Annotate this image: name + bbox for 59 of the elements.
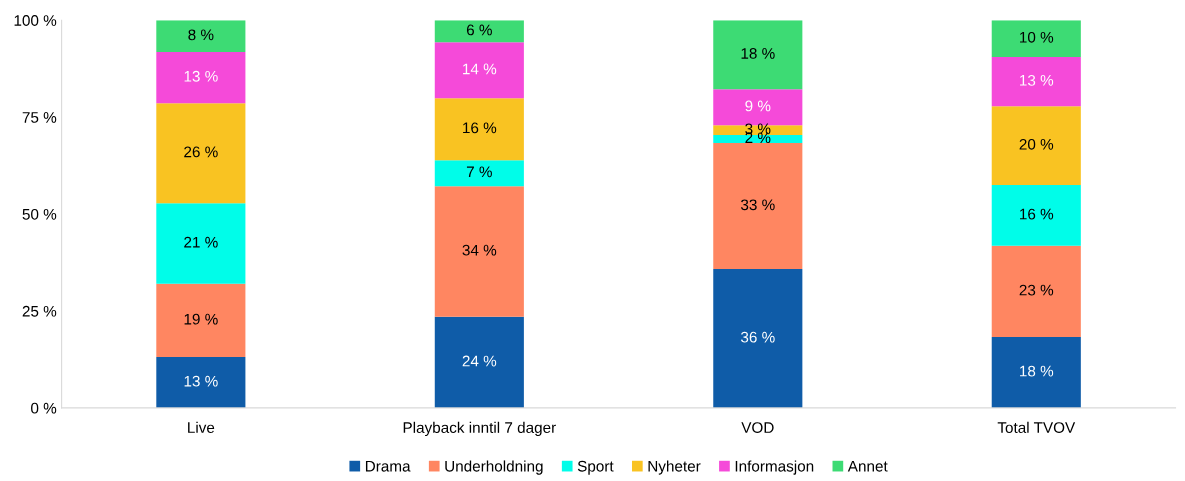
- data-label: 6 %: [466, 24, 492, 36]
- data-label: 34 %: [462, 244, 497, 256]
- data-label: 13 %: [1020, 74, 1054, 86]
- bar: [156, 103, 246, 204]
- data-label: 13 %: [184, 375, 218, 387]
- bar: [434, 42, 524, 99]
- y-tick-label: 100 %: [14, 15, 57, 26]
- bar: [156, 20, 246, 52]
- x-tick-label: Total TVOV: [997, 421, 1076, 433]
- y-tick-label: 50 %: [22, 208, 57, 220]
- x-tick-label: Live: [188, 421, 215, 433]
- bar: [434, 20, 524, 43]
- data-label: 8 %: [188, 29, 214, 41]
- x-tick-label: Playback inntil 7 dager: [403, 421, 556, 437]
- data-label: 16 %: [463, 122, 497, 134]
- data-label: 36 %: [740, 331, 775, 343]
- bar: [713, 134, 803, 144]
- y-tick-label: 0 %: [31, 402, 57, 414]
- data-label: 14 %: [463, 63, 497, 75]
- legend-label: Informasjon: [735, 460, 814, 475]
- legend-label: Nyheter: [648, 460, 701, 475]
- bar: [991, 184, 1081, 246]
- bar: [991, 20, 1081, 58]
- bar: [434, 98, 524, 161]
- data-label: 13 %: [184, 70, 218, 82]
- bar: [713, 269, 803, 408]
- bar: [991, 336, 1081, 408]
- bar: [434, 316, 524, 408]
- bar: [156, 357, 246, 408]
- legend-label: Underholdning: [445, 460, 543, 475]
- bar: [156, 203, 246, 284]
- y-tick-label: 25 %: [22, 305, 57, 317]
- bar: [434, 186, 524, 317]
- legend-label: Sport: [577, 460, 614, 475]
- x-tick-label: VOD: [741, 422, 774, 433]
- bar: [434, 160, 524, 187]
- bar: [991, 57, 1081, 107]
- data-label: 24 %: [462, 355, 497, 367]
- data-label: 18 %: [1020, 365, 1054, 377]
- data-label: 19 %: [184, 313, 218, 325]
- bar: [156, 51, 246, 104]
- data-label: 18 %: [741, 47, 775, 59]
- bar: [156, 283, 246, 358]
- data-label: 23 %: [1019, 284, 1054, 296]
- data-label: 16 %: [1020, 208, 1054, 220]
- y-tick-label: 75 %: [22, 112, 57, 123]
- legend-label: Drama: [365, 460, 411, 472]
- bar: [713, 20, 803, 90]
- data-label: 9 %: [745, 100, 771, 112]
- data-label: 26 %: [184, 146, 218, 158]
- legend-label: Annet: [847, 460, 888, 472]
- data-label: 10 %: [1020, 31, 1054, 43]
- data-label: 20 %: [1019, 138, 1054, 150]
- bar: [713, 143, 803, 270]
- data-label: 33 %: [740, 199, 775, 211]
- bar: [991, 245, 1081, 337]
- bar: [991, 106, 1081, 185]
- data-label: 7 %: [466, 166, 492, 178]
- data-label: 21 %: [184, 236, 218, 248]
